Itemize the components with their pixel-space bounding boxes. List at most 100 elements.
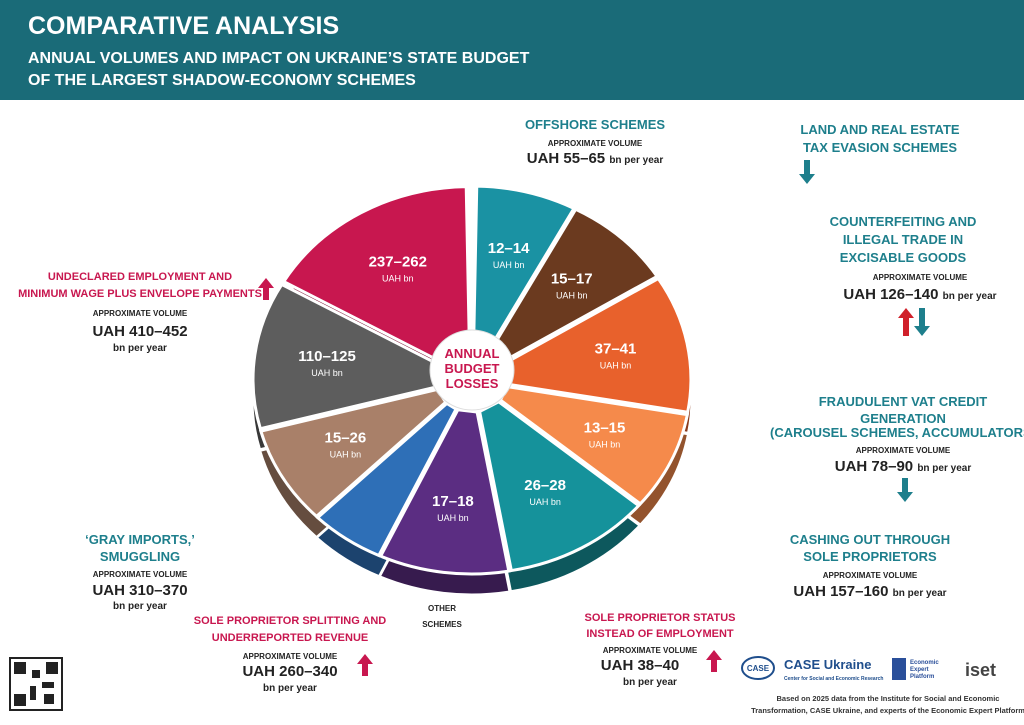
volume: UAH 310–370	[92, 582, 187, 599]
eep-name: Platform	[910, 674, 934, 680]
scheme-title: ILLEGAL TRADE IN	[843, 232, 963, 247]
scheme-title: LAND AND REAL ESTATE	[800, 122, 959, 137]
scheme-title: TAX EVASION SCHEMES	[803, 140, 957, 155]
scheme-title: COUNTERFEITING AND	[830, 214, 977, 229]
scheme-title: OFFSHORE SCHEMES	[525, 117, 665, 132]
slice-label: 110–125	[298, 348, 356, 365]
volume: UAH 55–65 bn per year	[527, 150, 664, 167]
slice-unit: UAH bn	[556, 291, 588, 301]
volume: UAH 157–160	[793, 583, 888, 600]
slice-unit: UAH bn	[311, 368, 343, 378]
period: bn per year	[893, 588, 947, 599]
pie: 12–14 UAH bn 15–17 UAH bn 37–41 UAH bn 13–15 UA…	[251, 184, 693, 595]
subtitle: OF THE LARGEST SHADOW-ECONOMY SCHEMES	[28, 72, 416, 89]
eep-name: Economic	[910, 660, 939, 666]
scheme-title: CASHING OUT THROUGH	[790, 532, 950, 547]
volume: UAH 126–140	[843, 286, 938, 303]
volume: UAH 78–90 bn per year	[835, 458, 972, 475]
scheme-title: FRAUDULENT VAT CREDIT	[819, 394, 988, 409]
scheme-title: SCHEMES	[422, 620, 462, 629]
arrow-up	[706, 650, 722, 672]
volume: UAH 410–452	[92, 323, 187, 340]
center-label: LOSSES	[446, 376, 499, 391]
wedge	[501, 276, 693, 414]
header-band	[0, 0, 1024, 100]
volume-label: APPROXIMATE VOLUME	[823, 571, 918, 580]
slice-unit: UAH bn	[330, 450, 362, 460]
scheme-title: SOLE PROPRIETOR SPLITTING AND	[194, 615, 387, 627]
scheme-title: SMUGGLING	[100, 549, 180, 564]
scheme-title: ‘GRAY IMPORTS,’	[85, 532, 195, 547]
wedge	[487, 207, 660, 364]
center-circle	[429, 329, 515, 411]
scheme-title: UNDECLARED EMPLOYMENT AND	[48, 271, 232, 283]
slice-label: 237–262	[369, 254, 427, 271]
arrow-down	[897, 478, 913, 502]
scheme-title: UNDERREPORTED REVENUE	[212, 632, 368, 644]
volume: UAH 126–140 bn per year	[843, 286, 996, 303]
volume-label: APPROXIMATE VOLUME	[548, 139, 643, 148]
slice-unit: UAH bn	[382, 274, 414, 284]
period: bn per year	[113, 601, 167, 612]
subtitle: ANNUAL VOLUMES AND IMPACT ON UKRAINE’S S…	[28, 50, 530, 67]
arrow-down	[914, 308, 930, 336]
period: bn per year	[113, 343, 167, 354]
case-name: CASE Ukraine	[784, 657, 871, 672]
period: bn per year	[623, 677, 677, 688]
wedge	[315, 401, 459, 558]
scheme-title: INSTEAD OF EMPLOYMENT	[586, 628, 734, 640]
volume: UAH 78–90	[835, 458, 913, 475]
volume-label: APPROXIMATE VOLUME	[856, 446, 951, 455]
period: bn per year	[917, 463, 971, 474]
volume: UAH 55–65	[527, 150, 605, 167]
arrow-up	[898, 308, 914, 336]
center-label: BUDGET	[445, 361, 500, 376]
scheme-title: SOLE PROPRIETORS	[803, 549, 937, 564]
scheme-title: GENERATION	[860, 411, 946, 426]
arrow-down	[799, 160, 815, 184]
scheme-title: MINIMUM WAGE PLUS ENVELOPE PAYMENTS	[18, 288, 262, 300]
arrow-up	[258, 278, 274, 300]
source: Transformation, CASE Ukraine, and expert…	[751, 706, 1024, 715]
volume-label: APPROXIMATE VOLUME	[873, 273, 968, 282]
period: bn per year	[943, 291, 997, 302]
eep-logo	[892, 658, 906, 680]
volume-label: APPROXIMATE VOLUME	[93, 570, 188, 579]
arrow-up	[357, 654, 373, 676]
scheme-title: OTHER	[428, 604, 456, 613]
period: bn per year	[609, 155, 663, 166]
title: COMPARATIVE ANALYSIS	[28, 12, 339, 40]
wedge	[258, 387, 448, 519]
source: Based on 2025 data from the Institute fo…	[777, 694, 1000, 703]
scheme-title: EXCISABLE GOODS	[840, 250, 967, 265]
case-logo	[741, 656, 775, 680]
slice-label: 17–18	[432, 493, 474, 510]
slice-label: 12–14	[488, 240, 530, 257]
volume: UAH 38–40	[601, 657, 679, 674]
slice-label: 26–28	[524, 477, 566, 494]
case-sub: Center for Social and Economic Research	[784, 676, 883, 682]
wedge	[251, 282, 442, 431]
eep-name: Expert	[910, 667, 929, 673]
qr-code	[9, 657, 63, 711]
slice-unit: UAH bn	[437, 513, 469, 523]
volume: UAH 260–340	[242, 663, 337, 680]
wedge	[472, 184, 577, 353]
wedge	[477, 400, 641, 573]
slice-label: 37–41	[595, 340, 637, 357]
case-logo-text: CASE	[747, 664, 770, 673]
slice-unit: UAH bn	[589, 440, 621, 450]
volume-label: APPROXIMATE VOLUME	[93, 309, 188, 318]
wedge	[378, 408, 511, 576]
volume-label: APPROXIMATE VOLUME	[243, 652, 338, 661]
wedge	[498, 384, 690, 506]
scheme-title: SOLE PROPRIETOR STATUS	[585, 612, 736, 624]
volume: UAH 157–160 bn per year	[793, 583, 946, 600]
wedge	[281, 185, 471, 364]
center-label: ANNUAL	[445, 346, 500, 361]
volume-label: APPROXIMATE VOLUME	[603, 646, 698, 655]
slice-label: 15–26	[325, 430, 367, 447]
scheme-note: (CAROUSEL SCHEMES, ACCUMULATORS)	[770, 425, 1024, 440]
slice-label: 15–17	[551, 271, 593, 288]
